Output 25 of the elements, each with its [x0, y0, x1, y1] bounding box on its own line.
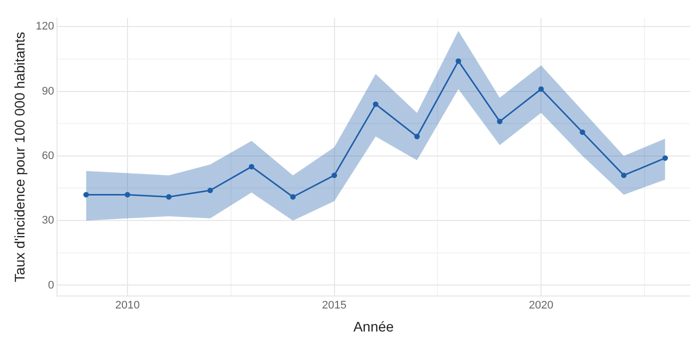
point [332, 172, 338, 178]
point [207, 188, 213, 194]
y-tick-label: 90 [42, 85, 54, 98]
point [621, 172, 627, 178]
point [580, 129, 586, 135]
point [496, 118, 502, 124]
point [83, 192, 89, 198]
x-axis-title: Année [353, 318, 394, 334]
point [538, 86, 544, 92]
y-axis-title: Taux d'incidence pour 100 000 habitants [11, 32, 28, 282]
y-tick-label: 30 [42, 214, 54, 227]
point [662, 155, 668, 161]
y-tick-label: 0 [48, 279, 54, 292]
point [290, 194, 296, 200]
point [166, 194, 172, 200]
y-tick-label: 120 [36, 20, 54, 33]
point [456, 58, 462, 64]
y-tick-label: 60 [42, 150, 54, 162]
x-tick-label: 2015 [322, 300, 347, 312]
point [372, 101, 378, 107]
x-tick-label: 2020 [528, 300, 554, 312]
point [414, 134, 420, 140]
point [124, 192, 130, 198]
x-tick-label: 2010 [115, 300, 140, 312]
point [248, 164, 254, 170]
